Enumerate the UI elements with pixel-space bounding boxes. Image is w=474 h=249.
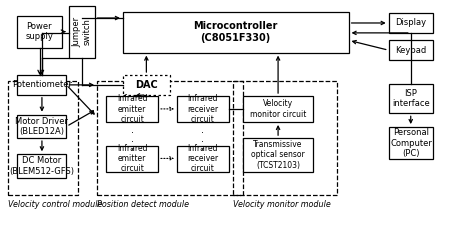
Bar	[243, 138, 313, 172]
Bar	[389, 84, 433, 113]
Text: Velocity
monitor circuit: Velocity monitor circuit	[250, 99, 306, 119]
Bar	[97, 81, 243, 195]
Text: Infrared
receiver
circuit: Infrared receiver circuit	[187, 144, 219, 174]
Bar	[106, 146, 158, 172]
Text: Infrared
emitter
circuit: Infrared emitter circuit	[117, 94, 147, 124]
Bar	[233, 81, 337, 195]
Bar	[17, 115, 66, 138]
Bar	[69, 6, 95, 58]
Bar	[123, 12, 349, 53]
Text: Microcontroller
(C8051F330): Microcontroller (C8051F330)	[193, 21, 278, 43]
Text: Transmissive
optical sensor
(TCST2103): Transmissive optical sensor (TCST2103)	[251, 140, 305, 170]
Bar	[177, 96, 228, 122]
Bar	[17, 15, 62, 48]
Bar	[389, 127, 433, 159]
Bar	[17, 154, 66, 178]
Text: Motor Driver
(BLED12A): Motor Driver (BLED12A)	[15, 117, 68, 136]
Text: Infrared
emitter
circuit: Infrared emitter circuit	[117, 144, 147, 174]
Text: Velocity monitor module: Velocity monitor module	[233, 200, 331, 209]
Text: ·
·
·: · · ·	[201, 128, 204, 155]
Bar	[389, 40, 433, 60]
Text: ISP
interface: ISP interface	[392, 89, 430, 108]
Bar	[17, 75, 66, 95]
Bar	[8, 81, 78, 195]
Bar	[243, 96, 313, 122]
Bar	[123, 75, 170, 95]
Text: Jumper
switch: Jumper switch	[72, 17, 91, 47]
Text: Display: Display	[395, 18, 427, 27]
Text: Personal
Computer
(PC): Personal Computer (PC)	[390, 128, 432, 158]
Text: Keypad: Keypad	[395, 46, 427, 55]
Bar	[389, 13, 433, 33]
Bar	[106, 96, 158, 122]
Text: Power
supply: Power supply	[26, 22, 53, 41]
Text: DAC: DAC	[135, 80, 158, 90]
Text: DC Motor
(BLEM512-GFS): DC Motor (BLEM512-GFS)	[9, 156, 74, 176]
Text: Infrared
receiver
circuit: Infrared receiver circuit	[187, 94, 219, 124]
Text: Potentiometer: Potentiometer	[12, 80, 72, 89]
Bar	[177, 146, 228, 172]
Text: ·
·
·: · · ·	[131, 128, 134, 155]
Text: Velocity control module: Velocity control module	[8, 200, 102, 209]
Text: Position detect module: Position detect module	[97, 200, 189, 209]
